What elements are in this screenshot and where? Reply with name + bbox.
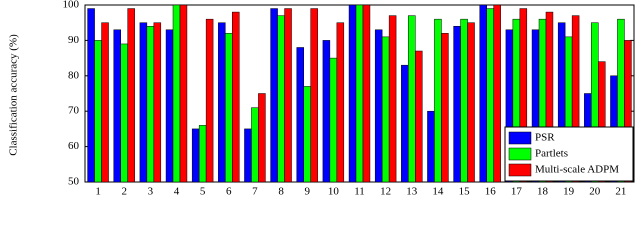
x-tick-label: 1: [95, 186, 101, 198]
bar: [310, 8, 318, 183]
bar: [545, 11, 554, 183]
bar: [101, 22, 109, 183]
bar: [479, 4, 487, 183]
bar: [198, 125, 207, 183]
legend-label: Multi-scale ADPM: [535, 164, 619, 176]
y-tick-label: 60: [68, 140, 80, 152]
x-tick-label: 21: [615, 186, 626, 198]
bar: [251, 107, 259, 183]
x-tick-label: 19: [563, 186, 575, 198]
x-tick-label: 15: [459, 186, 471, 198]
bar: [218, 22, 226, 183]
y-tick-label: 90: [68, 34, 80, 46]
bar: [296, 47, 304, 183]
bar: [348, 4, 357, 183]
bar: [232, 11, 240, 183]
x-tick-label: 5: [200, 186, 206, 198]
bar: [493, 4, 501, 183]
bar: [284, 8, 292, 183]
x-tick-label: 12: [380, 186, 391, 198]
bar: [519, 8, 528, 183]
bar: [225, 33, 233, 183]
bar: [303, 86, 311, 183]
bar: [441, 33, 449, 183]
bar: [153, 22, 162, 183]
bar: [127, 8, 135, 183]
x-tick-label: 7: [252, 186, 258, 198]
bar: [270, 8, 278, 183]
bar: [355, 4, 364, 183]
x-tick-label: 3: [148, 186, 154, 198]
bar: [179, 4, 188, 183]
legend-label: PSR: [535, 132, 555, 144]
x-tick-label: 17: [511, 186, 523, 198]
bar: [205, 18, 214, 183]
bar: [146, 25, 155, 183]
bar: [624, 40, 632, 183]
bar: [172, 4, 181, 183]
x-tick-label: 16: [485, 186, 497, 198]
x-tick-label: 13: [406, 186, 418, 198]
bar: [408, 15, 416, 183]
y-tick-label: 80: [68, 69, 80, 81]
bar: [362, 4, 371, 183]
x-tick-label: 6: [226, 186, 232, 198]
x-tick-label: 20: [589, 186, 601, 198]
y-tick-label: 50: [68, 176, 80, 188]
bar: [467, 22, 475, 183]
bar: [434, 18, 442, 183]
bar: [388, 15, 397, 183]
bar: [322, 40, 331, 183]
bar: [336, 22, 345, 183]
bar: [486, 8, 494, 183]
bar: [381, 36, 390, 183]
x-tick-label: 11: [354, 186, 365, 198]
bar: [401, 64, 409, 183]
bar: [415, 50, 423, 183]
legend-swatch: [508, 131, 532, 145]
bar: [598, 61, 606, 183]
bar: [258, 93, 266, 183]
x-tick-label: 4: [174, 186, 180, 198]
legend-swatch: [508, 147, 532, 161]
legend-swatch: [508, 163, 532, 177]
bar: [427, 110, 435, 183]
x-tick-label: 14: [432, 186, 444, 198]
x-tick-label: 2: [121, 186, 127, 198]
y-axis-label: Classification accuracy (%): [8, 34, 20, 156]
x-tick-label: 9: [304, 186, 310, 198]
bar: [374, 29, 383, 183]
bar: [571, 15, 580, 183]
bar: [165, 29, 174, 183]
bar: [87, 8, 95, 183]
x-tick-label: 18: [537, 186, 549, 198]
bar: [244, 128, 252, 183]
bar: [94, 40, 102, 183]
bar: [139, 22, 148, 183]
bar: [120, 43, 128, 183]
bar: [460, 18, 468, 183]
x-tick-label: 10: [328, 186, 340, 198]
x-tick-label: 8: [278, 186, 284, 198]
bar: [191, 128, 200, 183]
bar: [453, 25, 461, 183]
bar: [113, 29, 121, 183]
bar: [329, 57, 338, 183]
legend-label: Partlets: [535, 148, 568, 160]
y-tick-label: 100: [63, 0, 80, 11]
bar: [277, 15, 285, 183]
y-tick-label: 70: [68, 105, 80, 117]
